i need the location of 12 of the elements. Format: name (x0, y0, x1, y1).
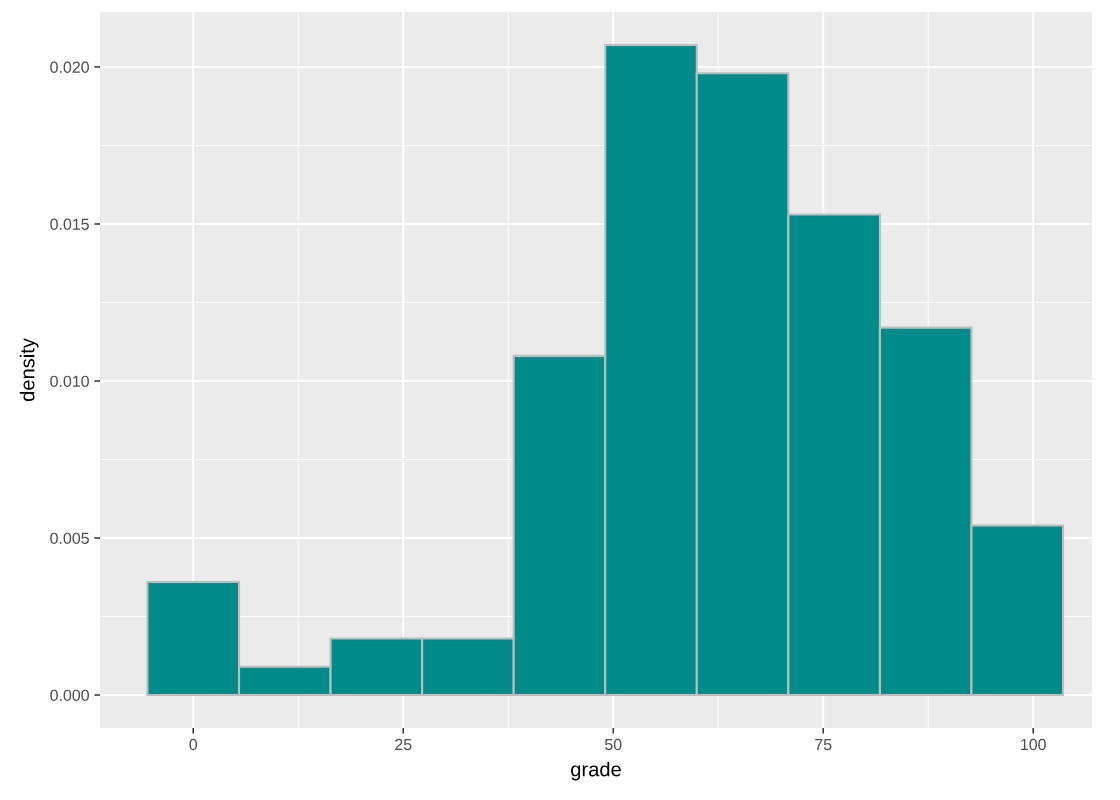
x-axis-title: grade (571, 761, 621, 781)
x-tick-label: 25 (395, 738, 412, 751)
y-tick-label: 0.010 (50, 375, 89, 387)
y-tick-label: 0.015 (50, 218, 89, 230)
y-tick-label: 0.005 (50, 532, 89, 544)
x-tick-label: 75 (815, 739, 832, 751)
y-tick-label: 0.020 (50, 61, 89, 73)
y-tick-label: 0.000 (50, 689, 89, 701)
y-axis-title: density (19, 338, 39, 402)
x-tick-label: 50 (604, 738, 622, 751)
x-tick-label: 0 (189, 738, 198, 751)
x-tick-label: 100 (1021, 738, 1046, 751)
